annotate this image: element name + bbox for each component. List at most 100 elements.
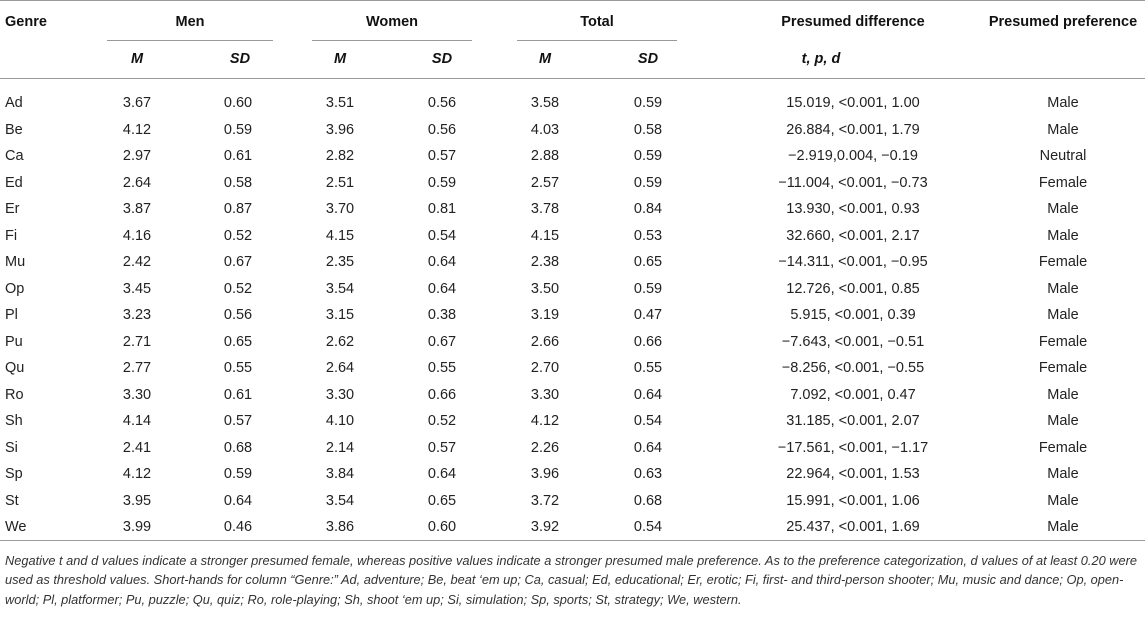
presumed-preference-cell: Male [1047,307,1079,323]
men-sd-cell: 0.46 [223,519,253,535]
men-sd-cell: 0.58 [223,174,253,191]
presumed-preference-cell: Male [1047,121,1079,138]
presumed-preference-cell: Female [1038,254,1088,270]
presumed-difference-cell: 22.964, <0.001, 1.53 [786,466,920,482]
total-mean-cell: 2.26 [530,439,560,456]
genre-cell: Qu [5,360,25,376]
presumed-preference-cell: Female [1038,360,1088,376]
table-row: Fi 4.16 0.52 4.15 0.54 4.15 0.53 32.660, <0.001… [0,223,1145,250]
women-sd-cell: 0.57 [427,148,457,164]
total-mean-cell: 2.88 [530,148,560,164]
total-mean-cell: 3.96 [530,466,560,482]
total-sd-cell: 0.59 [633,280,663,297]
women-mean-cell: 2.82 [325,148,355,164]
presumed-preference-cell: Male [1047,280,1079,297]
presumed-difference-cell: 15.019, <0.001, 1.00 [786,95,920,111]
women-sd-cell: 0.59 [427,174,457,191]
women-mean-cell: 3.54 [325,280,355,297]
total-mean-cell: 4.12 [530,413,560,429]
presumed-preference-cell: Female [1038,333,1088,350]
table-body: Ad 3.67 0.60 3.51 0.56 3.58 0.59 15.019, <0.001… [0,90,1145,541]
women-sd-cell: 0.65 [427,492,457,509]
header-presumed-preference: Presumed preference [988,14,1138,30]
subheader-total-m: M [538,51,552,67]
header-genre: Genre [5,14,47,30]
total-mean-cell: 3.58 [530,95,560,111]
men-mean-cell: 3.23 [122,307,152,323]
table-row: Ca 2.97 0.61 2.82 0.57 2.88 0.59 −2.919,0.004, … [0,143,1145,170]
women-mean-cell: 3.51 [325,95,355,111]
women-sd-cell: 0.67 [427,333,457,350]
men-sd-cell: 0.52 [223,227,253,244]
women-mean-cell: 2.14 [325,439,355,456]
genre-cell: Ro [5,386,24,403]
total-group-rule [517,40,677,41]
men-mean-cell: 2.64 [122,174,152,191]
table-row: Ad 3.67 0.60 3.51 0.56 3.58 0.59 15.019, <0.001… [0,90,1145,117]
table-row: Op 3.45 0.52 3.54 0.64 3.50 0.59 12.726, <0.001… [0,276,1145,303]
women-mean-cell: 4.10 [325,413,355,429]
total-sd-cell: 0.58 [633,121,663,138]
women-sd-cell: 0.64 [427,254,457,270]
total-sd-cell: 0.54 [633,413,663,429]
presumed-difference-cell: 15.991, <0.001, 1.06 [786,492,920,509]
total-sd-cell: 0.66 [633,333,663,350]
genre-cell: Pl [5,307,18,323]
women-group-rule [312,40,472,41]
women-mean-cell: 3.15 [325,307,355,323]
total-mean-cell: 3.19 [530,307,560,323]
men-mean-cell: 3.95 [122,492,152,509]
presumed-preference-cell: Male [1047,466,1079,482]
men-sd-cell: 0.56 [223,307,253,323]
total-mean-cell: 4.03 [530,121,560,138]
presumed-preference-cell: Male [1047,227,1079,244]
table-row: Sp 4.12 0.59 3.84 0.64 3.96 0.63 22.964, <0.001… [0,461,1145,488]
genre-cell: Er [5,201,20,217]
women-sd-cell: 0.56 [427,95,457,111]
table-row: Si 2.41 0.68 2.14 0.57 2.26 0.64 −17.561, <0.00… [0,435,1145,462]
women-mean-cell: 2.64 [325,360,355,376]
presumed-difference-cell: 7.092, <0.001, 0.47 [790,386,916,403]
total-sd-cell: 0.55 [633,360,663,376]
table-bottom-rule [0,540,1145,541]
men-sd-cell: 0.59 [223,466,253,482]
header-presumed-difference: Presumed difference [781,14,925,30]
total-mean-cell: 3.92 [530,519,560,535]
women-mean-cell: 3.96 [325,121,355,138]
men-mean-cell: 4.12 [122,466,152,482]
men-sd-cell: 0.57 [223,413,253,429]
women-mean-cell: 2.35 [325,254,355,270]
presumed-difference-cell: 12.726, <0.001, 0.85 [786,280,920,297]
total-sd-cell: 0.63 [633,466,663,482]
table-row: Er 3.87 0.87 3.70 0.81 3.78 0.84 13.930, <0.001… [0,196,1145,223]
women-sd-cell: 0.55 [427,360,457,376]
table-row: Pu 2.71 0.65 2.62 0.67 2.66 0.66 −7.643, <0.001… [0,329,1145,356]
presumed-preference-cell: Male [1047,519,1079,535]
men-mean-cell: 4.16 [122,227,152,244]
genre-cell: Sp [5,466,23,482]
women-sd-cell: 0.64 [427,280,457,297]
header-total: Total [580,14,614,30]
men-sd-cell: 0.60 [223,95,253,111]
men-mean-cell: 2.97 [122,148,152,164]
women-sd-cell: 0.52 [427,413,457,429]
men-sd-cell: 0.68 [223,439,253,456]
table-row: We 3.99 0.46 3.86 0.60 3.92 0.54 25.437, <0.001… [0,514,1145,541]
total-sd-cell: 0.64 [633,386,663,403]
presumed-difference-cell: 26.884, <0.001, 1.79 [786,121,920,138]
total-sd-cell: 0.84 [633,201,663,217]
table-row: Be 4.12 0.59 3.96 0.56 4.03 0.58 26.884, <0.001… [0,117,1145,144]
header-men: Men [175,14,205,30]
men-sd-cell: 0.61 [223,148,253,164]
table-row: St 3.95 0.64 3.54 0.65 3.72 0.68 15.991, <0.001… [0,488,1145,515]
women-mean-cell: 3.86 [325,519,355,535]
women-mean-cell: 3.70 [325,201,355,217]
women-sd-cell: 0.57 [427,439,457,456]
total-sd-cell: 0.68 [633,492,663,509]
men-group-rule [107,40,273,41]
women-mean-cell: 2.62 [325,333,355,350]
genre-cell: Pu [5,333,23,350]
presumed-difference-cell: −8.256, <0.001, −0.55 [781,360,925,376]
total-sd-cell: 0.59 [633,95,663,111]
